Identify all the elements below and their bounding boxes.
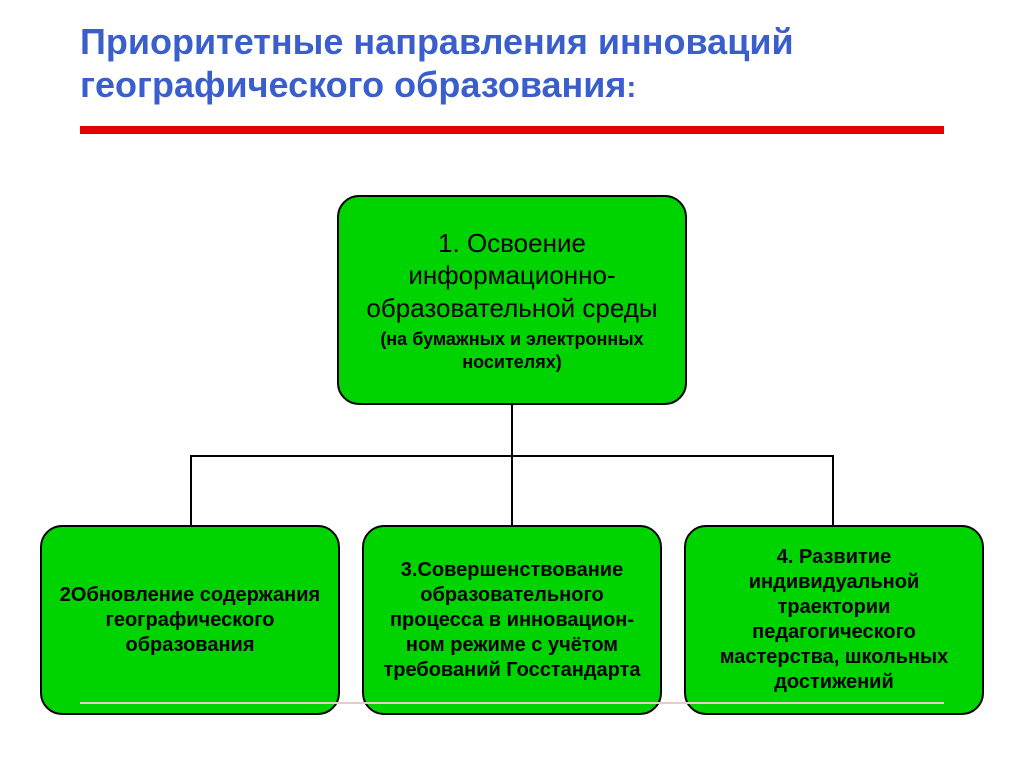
connector-drop-1 [190, 455, 192, 525]
title-underline [80, 126, 944, 134]
node-child-2-text: 3.Совершенствование образовательного про… [374, 558, 650, 683]
title-colon: : [626, 71, 636, 104]
node-child-3: 4. Развитие индивидуальной траектории пе… [684, 525, 984, 715]
node-child-2: 3.Совершенствование образовательного про… [362, 525, 662, 715]
connector-drop-3 [832, 455, 834, 525]
title-text: Приоритетные направления инноваций геогр… [80, 21, 794, 105]
connector-drop-2 [511, 455, 513, 525]
footer-faint-line [80, 702, 944, 704]
connector-vertical-root [511, 405, 513, 455]
node-child-1: 2Обновление содержания географического о… [40, 525, 340, 715]
diagram-container: 1. Освоение информационно-образовательно… [0, 195, 1024, 755]
node-child-3-text: 4. Развитие индивидуальной траектории пе… [696, 545, 972, 695]
node-root-main: 1. Освоение информационно-образовательно… [349, 227, 675, 325]
page-title: Приоритетные направления инноваций геогр… [0, 0, 1024, 116]
node-root-sub: (на бумажных и электронных носителях) [349, 328, 675, 373]
node-root: 1. Освоение информационно-образовательно… [337, 195, 687, 405]
node-child-1-text: 2Обновление содержания географического о… [52, 583, 328, 658]
